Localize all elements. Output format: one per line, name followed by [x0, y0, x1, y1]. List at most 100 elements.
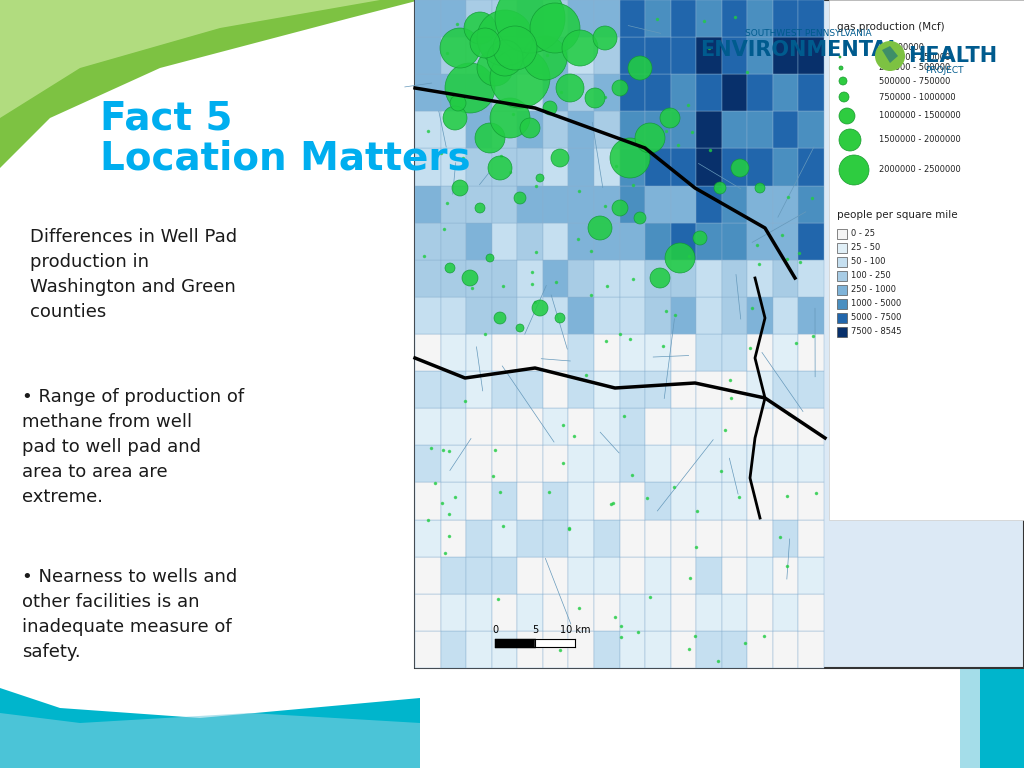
Bar [440, 371, 466, 409]
Bar [594, 111, 620, 148]
Bar [799, 482, 824, 520]
Bar [594, 223, 620, 260]
Bar [543, 594, 568, 631]
Bar [492, 371, 517, 409]
Bar [492, 445, 517, 482]
Text: • Range of production of
methane from well
pad to well pad and
area to area are
: • Range of production of methane from we… [22, 388, 244, 506]
Bar [671, 111, 696, 148]
Bar [773, 74, 799, 111]
Bar [415, 260, 440, 297]
Polygon shape [980, 568, 1024, 768]
Bar [543, 111, 568, 148]
Text: 250000 - 500000: 250000 - 500000 [879, 64, 950, 72]
Text: 1000 - 5000: 1000 - 5000 [851, 300, 901, 309]
Bar [696, 520, 722, 557]
Bar [543, 223, 568, 260]
Bar [722, 260, 748, 297]
Bar [466, 37, 492, 74]
Circle shape [487, 40, 523, 76]
Bar [620, 594, 645, 631]
Bar [837, 327, 847, 337]
Bar [415, 186, 440, 223]
Bar [568, 371, 594, 409]
Bar [620, 557, 645, 594]
Bar [773, 594, 799, 631]
Bar [645, 186, 671, 223]
Bar [568, 260, 594, 297]
Bar [517, 371, 543, 409]
Bar [543, 37, 568, 74]
Bar [415, 37, 440, 74]
Bar [696, 223, 722, 260]
Circle shape [440, 28, 480, 68]
Bar [748, 594, 773, 631]
Bar [466, 74, 492, 111]
Bar [466, 0, 492, 37]
Text: 750000 - 1000000: 750000 - 1000000 [879, 92, 955, 101]
Bar [492, 631, 517, 668]
Bar [543, 371, 568, 409]
Text: HEALTH: HEALTH [908, 46, 997, 66]
Bar [517, 297, 543, 334]
Bar [799, 297, 824, 334]
Bar [466, 520, 492, 557]
Bar [568, 594, 594, 631]
Bar [517, 111, 543, 148]
Bar [748, 409, 773, 445]
Circle shape [520, 118, 540, 138]
Bar [492, 37, 517, 74]
Bar [415, 334, 440, 371]
Text: 7500 - 8545: 7500 - 8545 [851, 327, 901, 336]
Bar [517, 0, 543, 37]
Bar [466, 148, 492, 186]
Bar [620, 371, 645, 409]
Circle shape [477, 50, 513, 86]
Bar [620, 74, 645, 111]
Bar [696, 334, 722, 371]
Bar [696, 557, 722, 594]
Bar [415, 557, 440, 594]
Text: 100 - 250: 100 - 250 [851, 272, 891, 280]
Bar [722, 594, 748, 631]
Bar [837, 257, 847, 267]
Bar [773, 297, 799, 334]
Bar [543, 186, 568, 223]
Bar [594, 371, 620, 409]
Bar [440, 445, 466, 482]
Bar [722, 334, 748, 371]
Bar [620, 37, 645, 74]
Bar [568, 334, 594, 371]
Bar [748, 260, 773, 297]
Bar [517, 148, 543, 186]
Text: people per square mile: people per square mile [837, 210, 957, 220]
Circle shape [714, 182, 726, 194]
Bar [568, 37, 594, 74]
Bar [594, 37, 620, 74]
Polygon shape [0, 0, 420, 168]
Bar [671, 186, 696, 223]
Bar [568, 445, 594, 482]
Bar [543, 148, 568, 186]
Circle shape [839, 155, 869, 185]
Bar [466, 482, 492, 520]
Bar [415, 594, 440, 631]
Bar [620, 0, 645, 37]
Bar [671, 334, 696, 371]
Bar [799, 148, 824, 186]
Bar [671, 409, 696, 445]
Bar [645, 148, 671, 186]
Bar [722, 223, 748, 260]
Bar [440, 186, 466, 223]
Bar [799, 260, 824, 297]
Bar [466, 371, 492, 409]
Bar [594, 594, 620, 631]
Bar [799, 631, 824, 668]
Bar [773, 186, 799, 223]
Circle shape [839, 92, 849, 102]
Bar [799, 409, 824, 445]
Bar [645, 334, 671, 371]
Bar [568, 409, 594, 445]
Bar [466, 223, 492, 260]
Bar [466, 111, 492, 148]
Bar [799, 186, 824, 223]
